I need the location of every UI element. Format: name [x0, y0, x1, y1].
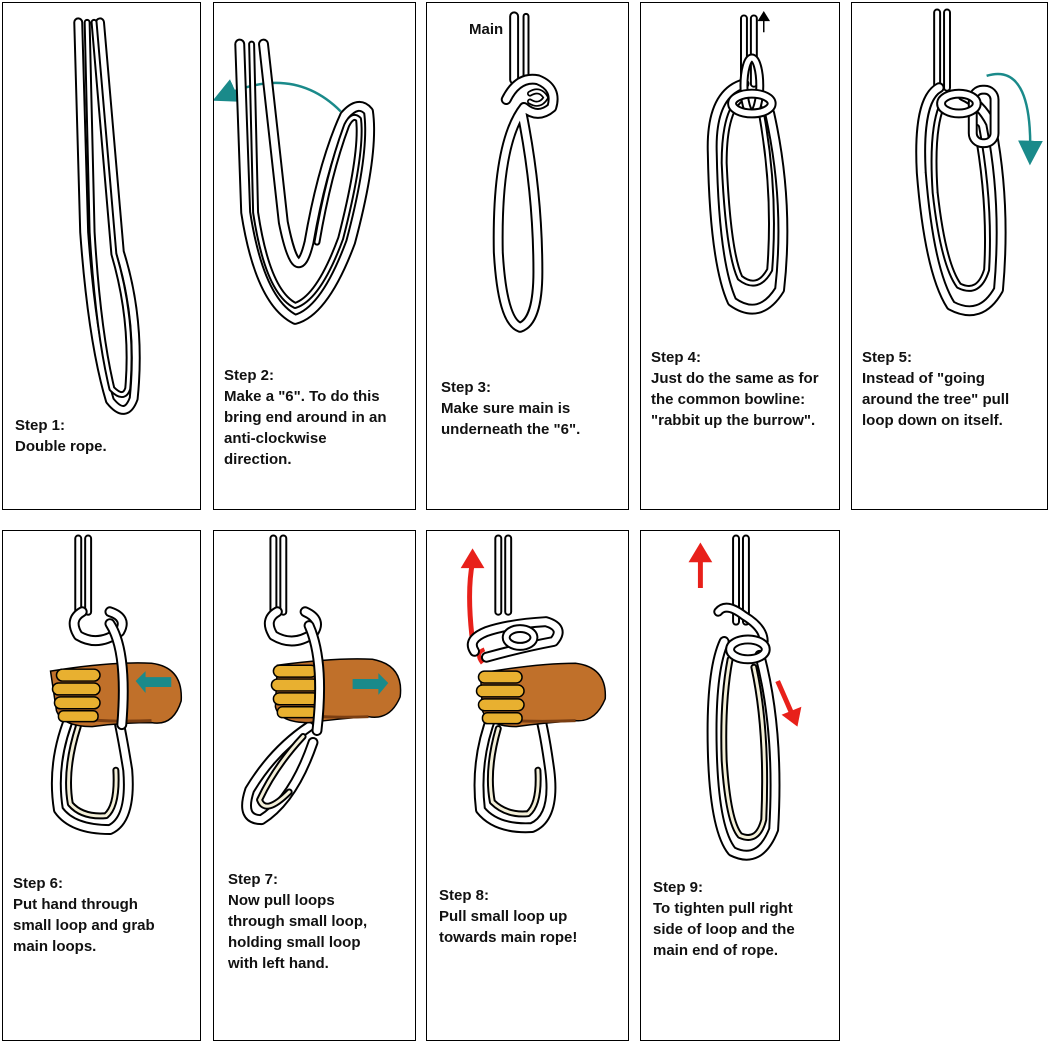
main-rope-label: Main [469, 21, 504, 38]
step-6-rope-illustration [49, 534, 182, 835]
step-2-label: Step 2: [224, 367, 275, 384]
step-7-text: Now pull loops through small loop, holdi… [228, 892, 368, 972]
step-5-panel: Step 5: Instead of "going around the tre… [851, 2, 1048, 510]
step-8-panel: Step 8: Pull small loop up towards main … [426, 530, 629, 1041]
step-1-text: Double rope. [15, 438, 107, 455]
step-6-label: Step 6: [13, 875, 64, 892]
step-3-label: Step 3: [441, 379, 492, 396]
step-8-label: Step 8: [439, 887, 490, 904]
step-7-rope-illustration [241, 534, 402, 826]
step-1-rope-illustration [73, 17, 141, 415]
step-4-label: Step 4: [651, 349, 702, 366]
step-8-rope-illustration [460, 534, 606, 834]
right-arrow [352, 673, 389, 695]
down-arrow-red [775, 680, 802, 727]
step-3-panel: Main Step 3: Make sure main is underneat… [426, 2, 629, 510]
step-3-text: Make sure main is underneath the "6". [441, 400, 581, 438]
step-5-label: Step 5: [862, 349, 913, 366]
step-1-label: Step 1: [15, 417, 66, 434]
step-9-rope-illustration [688, 534, 802, 861]
up-arrow-red [460, 548, 485, 642]
step-9-panel: Step 9: To tighten pull right side of lo… [640, 530, 840, 1041]
up-arrow-red [688, 542, 713, 588]
step-2-text: Make a "6". To do this bring end around … [224, 388, 387, 468]
step-6-text: Put hand through small loop and grab mai… [13, 896, 155, 955]
step-4-text: Just do the same as for the common bowli… [651, 370, 819, 429]
step-2-panel: Step 2: Make a "6". To do this bring end… [213, 2, 416, 510]
step-9-text: To tighten pull right side of loop and t… [653, 900, 795, 959]
step-3-rope-illustration [492, 11, 559, 333]
step-6-panel: Step 6: Put hand through small loop and … [2, 530, 201, 1041]
step-9-label: Step 9: [653, 879, 704, 896]
step-4-panel: Step 4: Just do the same as for the comm… [640, 2, 840, 510]
step-8-text: Pull small loop up towards main rope! [439, 908, 578, 946]
step-2-rope-illustration [214, 38, 376, 325]
step-7-panel: Step 7: Now pull loops through small loo… [213, 530, 416, 1041]
step-1-panel: Step 1: Double rope. [2, 2, 201, 510]
left-arrow [135, 671, 172, 693]
step-5-rope-illustration [915, 8, 1043, 317]
step-4-rope-illustration [706, 11, 789, 315]
step-5-text: Instead of "going around the tree" pull … [862, 370, 1010, 429]
step-7-label: Step 7: [228, 871, 279, 888]
